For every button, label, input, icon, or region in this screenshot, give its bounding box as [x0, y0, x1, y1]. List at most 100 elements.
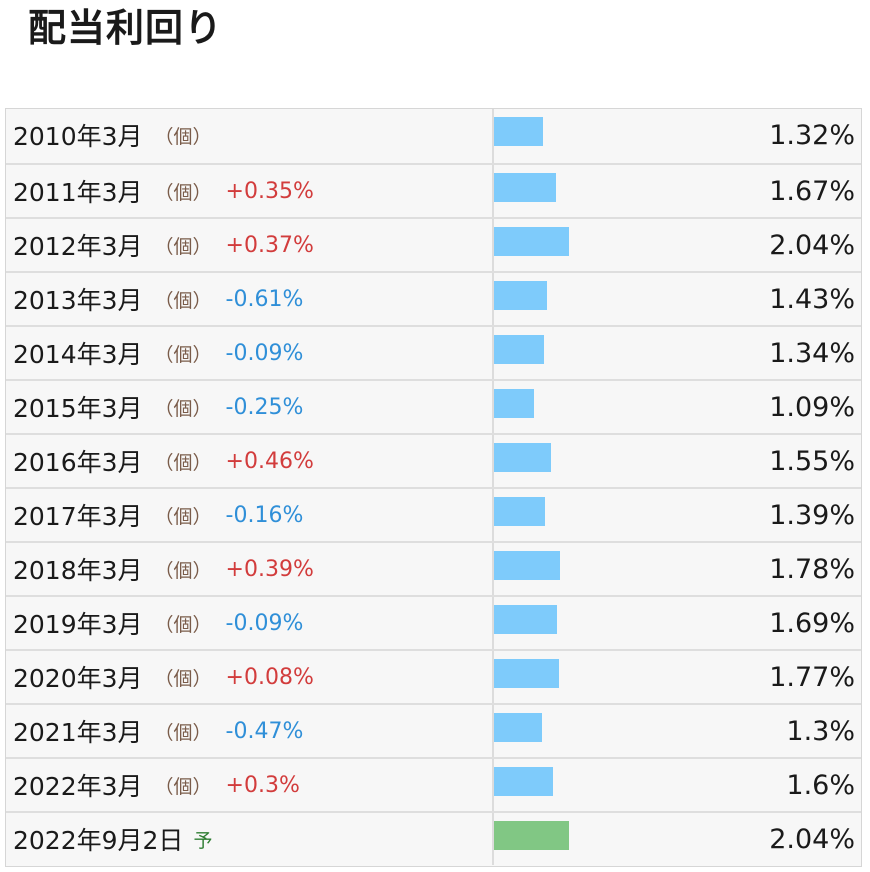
change-label: -0.61%: [225, 286, 304, 312]
table-row: 2014年3月 （個） -0.09% 1.34%: [6, 325, 861, 379]
yield-value: 1.55%: [769, 445, 855, 477]
table-row: 2016年3月 （個） +0.46% 1.55%: [6, 433, 861, 487]
yield-bar: [494, 551, 560, 580]
period-label: 2015年3月: [13, 394, 143, 423]
yield-bar: [494, 389, 534, 418]
period-label: 2021年3月: [13, 718, 143, 747]
yield-bar: [494, 173, 556, 202]
period-cell: 2013年3月 （個） -0.61%: [13, 273, 303, 325]
table-row: 2011年3月 （個） +0.35% 1.67%: [6, 163, 861, 217]
basis-label: （個）: [154, 125, 212, 148]
table-row: 2017年3月 （個） -0.16% 1.39%: [6, 487, 861, 541]
change-label: +0.3%: [225, 772, 300, 798]
period-cell: 2017年3月 （個） -0.16%: [13, 489, 303, 541]
basis-label: （個）: [154, 289, 212, 312]
table-row: 2010年3月 （個） 1.32%: [6, 109, 861, 163]
period-label: 2013年3月: [13, 286, 143, 315]
period-label: 2022年3月: [13, 772, 143, 801]
period-label: 2022年9月2日: [13, 826, 184, 855]
basis-label: （個）: [154, 613, 212, 636]
yield-bar: [494, 117, 543, 146]
change-label: +0.39%: [225, 556, 314, 582]
basis-label: （個）: [154, 559, 212, 582]
period-cell: 2020年3月 （個） +0.08%: [13, 651, 314, 703]
yield-bar: [494, 227, 569, 256]
period-cell: 2010年3月 （個）: [13, 109, 212, 161]
yield-bar: [494, 713, 542, 742]
period-cell: 2018年3月 （個） +0.39%: [13, 543, 314, 595]
yield-value: 1.39%: [769, 499, 855, 531]
change-label: +0.37%: [225, 232, 314, 258]
column-divider: [492, 651, 494, 703]
yield-value: 1.78%: [769, 553, 855, 585]
period-label: 2012年3月: [13, 232, 143, 261]
period-label: 2010年3月: [13, 122, 143, 151]
change-label: +0.35%: [225, 178, 314, 204]
period-label: 2016年3月: [13, 448, 143, 477]
yield-value: 1.69%: [769, 607, 855, 639]
column-divider: [492, 705, 494, 757]
table-row: 2020年3月 （個） +0.08% 1.77%: [6, 649, 861, 703]
basis-label: （個）: [154, 667, 212, 690]
column-divider: [492, 165, 494, 217]
yield-value: 1.32%: [769, 119, 855, 151]
yield-bar: [494, 335, 544, 364]
column-divider: [492, 109, 494, 163]
forecast-row: 2022年9月2日予 2.04%: [6, 811, 861, 865]
yield-value: 1.34%: [769, 337, 855, 369]
yield-value: 1.09%: [769, 391, 855, 423]
period-label: 2020年3月: [13, 664, 143, 693]
basis-label: （個）: [154, 775, 212, 798]
change-label: -0.47%: [225, 718, 304, 744]
period-label: 2018年3月: [13, 556, 143, 585]
yield-bar: [494, 767, 553, 796]
column-divider: [492, 543, 494, 595]
change-label: -0.09%: [225, 610, 304, 636]
yield-bar: [494, 605, 557, 634]
table-row: 2013年3月 （個） -0.61% 1.43%: [6, 271, 861, 325]
period-label: 2017年3月: [13, 502, 143, 531]
table-row: 2018年3月 （個） +0.39% 1.78%: [6, 541, 861, 595]
change-label: -0.16%: [225, 502, 304, 528]
column-divider: [492, 327, 494, 379]
column-divider: [492, 219, 494, 271]
forecast-yield-bar: [494, 821, 569, 850]
page-title: 配当利回り: [28, 6, 224, 50]
period-cell: 2019年3月 （個） -0.09%: [13, 597, 303, 649]
period-cell: 2022年9月2日予: [13, 813, 212, 865]
basis-label: （個）: [154, 721, 212, 744]
column-divider: [492, 381, 494, 433]
basis-label: （個）: [154, 451, 212, 474]
table-row: 2022年3月 （個） +0.3% 1.6%: [6, 757, 861, 811]
column-divider: [492, 597, 494, 649]
column-divider: [492, 813, 494, 865]
column-divider: [492, 759, 494, 811]
change-label: +0.08%: [225, 664, 314, 690]
period-label: 2011年3月: [13, 178, 143, 207]
column-divider: [492, 489, 494, 541]
change-label: +0.46%: [225, 448, 314, 474]
yield-value: 2.04%: [769, 823, 855, 855]
period-cell: 2011年3月 （個） +0.35%: [13, 165, 314, 217]
basis-label: （個）: [154, 235, 212, 258]
change-label: -0.09%: [225, 340, 304, 366]
basis-label: （個）: [154, 505, 212, 528]
basis-label: （個）: [154, 397, 212, 420]
period-label: 2019年3月: [13, 610, 143, 639]
yield-bar: [494, 497, 545, 526]
table-row: 2012年3月 （個） +0.37% 2.04%: [6, 217, 861, 271]
basis-label: （個）: [154, 181, 212, 204]
forecast-badge: 予: [193, 829, 213, 852]
table-row: 2019年3月 （個） -0.09% 1.69%: [6, 595, 861, 649]
table-row: 2015年3月 （個） -0.25% 1.09%: [6, 379, 861, 433]
period-cell: 2012年3月 （個） +0.37%: [13, 219, 314, 271]
yield-bar: [494, 281, 547, 310]
column-divider: [492, 435, 494, 487]
yield-value: 1.77%: [769, 661, 855, 693]
basis-label: （個）: [154, 343, 212, 366]
table-row: 2021年3月 （個） -0.47% 1.3%: [6, 703, 861, 757]
yield-value: 1.67%: [769, 175, 855, 207]
dividend-yield-table: 2010年3月 （個） 1.32% 2011年3月 （個） +0.35% 1.67% 2012…: [5, 108, 862, 867]
yield-value: 1.43%: [769, 283, 855, 315]
yield-bar: [494, 659, 559, 688]
